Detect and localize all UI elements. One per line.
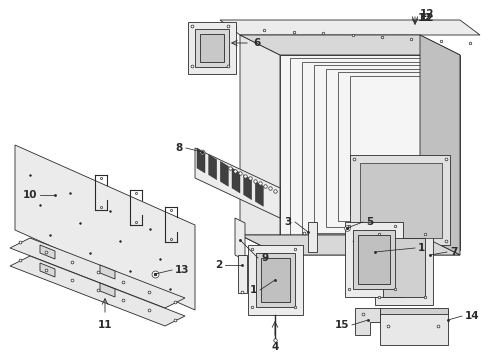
Text: 4: 4: [271, 342, 278, 352]
Text: 12: 12: [417, 13, 431, 23]
Polygon shape: [240, 235, 459, 255]
Text: 3: 3: [284, 217, 291, 227]
Text: 12: 12: [419, 9, 434, 19]
Polygon shape: [280, 55, 459, 250]
Bar: [379, 310, 447, 345]
Polygon shape: [100, 265, 115, 279]
Text: 9: 9: [261, 253, 267, 263]
Polygon shape: [40, 245, 55, 259]
Polygon shape: [10, 238, 184, 308]
Polygon shape: [40, 263, 55, 277]
Bar: [379, 308, 447, 314]
Bar: [357, 235, 389, 284]
Text: 1: 1: [417, 243, 425, 253]
Bar: [352, 230, 394, 289]
Polygon shape: [10, 256, 184, 326]
Bar: [200, 34, 224, 62]
Polygon shape: [231, 168, 240, 193]
Bar: [261, 258, 289, 302]
Text: 12: 12: [419, 13, 434, 23]
Polygon shape: [359, 163, 441, 238]
Text: 2: 2: [214, 260, 222, 270]
Polygon shape: [243, 175, 251, 200]
Polygon shape: [419, 35, 459, 255]
Bar: [195, 29, 228, 67]
Bar: [187, 22, 236, 74]
Text: 15: 15: [334, 320, 348, 330]
Polygon shape: [235, 218, 244, 260]
Polygon shape: [255, 181, 263, 206]
Bar: [374, 230, 432, 305]
Polygon shape: [349, 155, 449, 245]
Polygon shape: [100, 283, 115, 297]
Polygon shape: [15, 145, 195, 310]
Text: 11: 11: [98, 320, 112, 330]
Text: 6: 6: [252, 38, 260, 48]
Polygon shape: [240, 35, 459, 55]
Polygon shape: [220, 20, 479, 35]
Text: 10: 10: [22, 190, 37, 200]
Polygon shape: [240, 235, 459, 255]
Polygon shape: [195, 148, 280, 218]
Polygon shape: [354, 308, 379, 335]
Bar: [307, 222, 316, 252]
Bar: [247, 245, 303, 315]
Text: 8: 8: [175, 143, 183, 153]
Polygon shape: [208, 155, 216, 180]
Text: 1: 1: [249, 285, 257, 295]
Bar: [382, 238, 424, 297]
Text: 5: 5: [365, 217, 372, 227]
Text: 7: 7: [449, 247, 456, 257]
Bar: [256, 253, 294, 307]
Text: 14: 14: [464, 311, 479, 321]
Bar: [238, 255, 246, 293]
Polygon shape: [240, 35, 280, 255]
Text: 13: 13: [175, 265, 189, 275]
Polygon shape: [197, 148, 204, 173]
Polygon shape: [220, 161, 228, 186]
Bar: [345, 222, 402, 297]
